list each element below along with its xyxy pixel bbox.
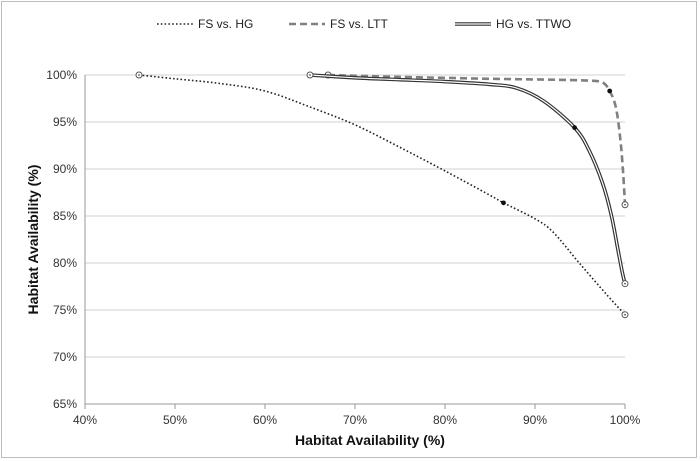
data-point-center — [138, 74, 140, 76]
x-axis-title: Habitat Availability (%) — [295, 432, 445, 448]
legend-label: HG vs. TTWO — [496, 17, 571, 31]
x-tick-label: 50% — [163, 413, 187, 427]
legend-label: FS vs. LTT — [330, 17, 388, 31]
series-1-line — [327, 73, 627, 205]
data-point-center — [309, 74, 311, 76]
x-tick-label: 60% — [253, 413, 277, 427]
x-tick-label: 100% — [610, 413, 641, 427]
data-point — [607, 88, 613, 94]
y-axis-title: Habitat Availability (%) — [25, 165, 41, 315]
y-tick-label: 65% — [53, 397, 77, 411]
series-2-line-inner — [309, 74, 626, 284]
data-point — [572, 125, 577, 131]
y-tick-label: 100% — [46, 68, 77, 82]
y-tick-label: 90% — [53, 162, 77, 176]
x-tick-label: 80% — [433, 413, 457, 427]
y-tick-label: 75% — [53, 303, 77, 317]
legend-label: FS vs. HG — [198, 17, 253, 31]
series-2-line — [309, 73, 627, 285]
y-tick-label: 80% — [53, 256, 77, 270]
y-tick-label: 95% — [53, 115, 77, 129]
x-tick-label: 90% — [523, 413, 547, 427]
data-point — [501, 200, 506, 206]
series-0-line — [138, 74, 626, 316]
data-point-center — [624, 282, 626, 285]
data-point-center — [624, 313, 626, 316]
x-tick-label: 70% — [343, 413, 367, 427]
y-tick-label: 70% — [53, 350, 77, 364]
x-tick-label: 40% — [73, 413, 97, 427]
y-tick-label: 85% — [53, 209, 77, 223]
data-point-center — [624, 203, 626, 206]
